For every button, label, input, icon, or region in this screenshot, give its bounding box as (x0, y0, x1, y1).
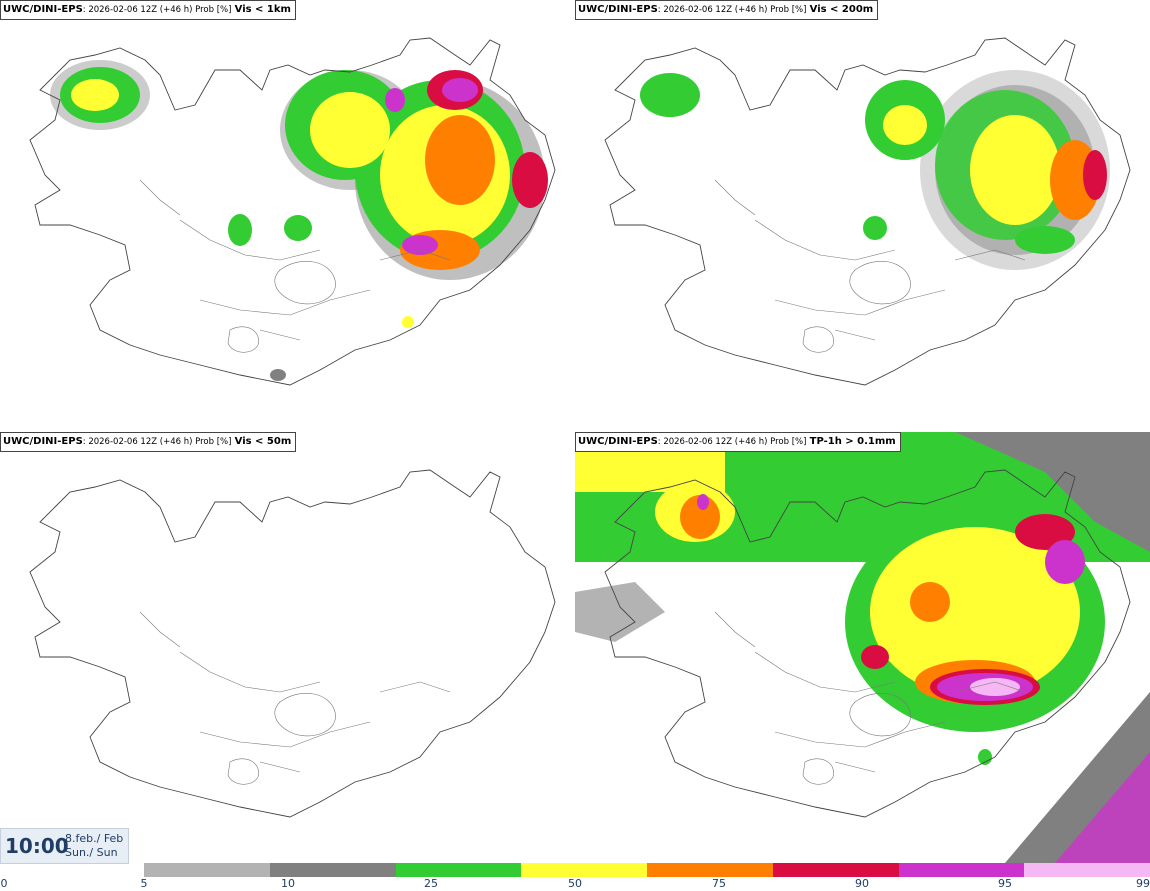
map-vis-1km (29, 37, 556, 386)
colorbar-tick-label: 10 (281, 877, 295, 890)
colorbar-segment (1024, 863, 1150, 877)
valid-date: 8.feb./ Feb Sun./ Sun (65, 832, 124, 859)
colorbar-tick-label: 50 (568, 877, 582, 890)
colorbar-segment (647, 863, 773, 877)
colorbar-tick-label: 95 (998, 877, 1012, 890)
colorbar-tick-label: 0 (0, 877, 8, 890)
map-panel-vis-200m: UWC/DINI-EPS: 2026-02-06 12Z (+46 h) Pro… (575, 0, 1150, 431)
colorbar-tick-label: 90 (855, 877, 869, 890)
forecast-time: 10:00 8.feb./ Feb Sun./ Sun (0, 828, 129, 864)
valid-time-clock: 10:00 (5, 834, 69, 858)
colorbar-tick-label: 25 (424, 877, 438, 890)
panel-title: UWC/DINI-EPS: 2026-02-06 12Z (+46 h) Pro… (575, 0, 879, 20)
colorbar-segment (772, 863, 899, 877)
colorbar-tick-label: 5 (140, 877, 148, 890)
colorbar-tick-label: 75 (712, 877, 726, 890)
colorbar-segment (898, 863, 1025, 877)
map-panel-tp-1h: UWC/DINI-EPS: 2026-02-06 12Z (+46 h) Pro… (575, 432, 1150, 863)
colorbar-segment (395, 863, 522, 877)
panel-title: UWC/DINI-EPS: 2026-02-06 12Z (+46 h) Pro… (0, 432, 297, 452)
colorbar-segment (144, 863, 270, 877)
map-vis-200m (604, 37, 1131, 386)
colorbar-tick-label: 99 (1136, 877, 1150, 890)
panel-title: UWC/DINI-EPS: 2026-02-06 12Z (+46 h) Pro… (575, 432, 901, 452)
map-tp-1h (575, 432, 1150, 863)
colorbar-segment (269, 863, 396, 877)
map-vis-50m (29, 469, 556, 818)
panel-title: UWC/DINI-EPS: 2026-02-06 12Z (+46 h) Pro… (0, 0, 296, 20)
probability-colorbar (144, 863, 1150, 877)
map-panel-vis-1km: UWC/DINI-EPS: 2026-02-06 12Z (+46 h) Pro… (0, 0, 575, 431)
map-panel-vis-50m: UWC/DINI-EPS: 2026-02-06 12Z (+46 h) Pro… (0, 432, 575, 863)
colorbar-segment (521, 863, 647, 877)
